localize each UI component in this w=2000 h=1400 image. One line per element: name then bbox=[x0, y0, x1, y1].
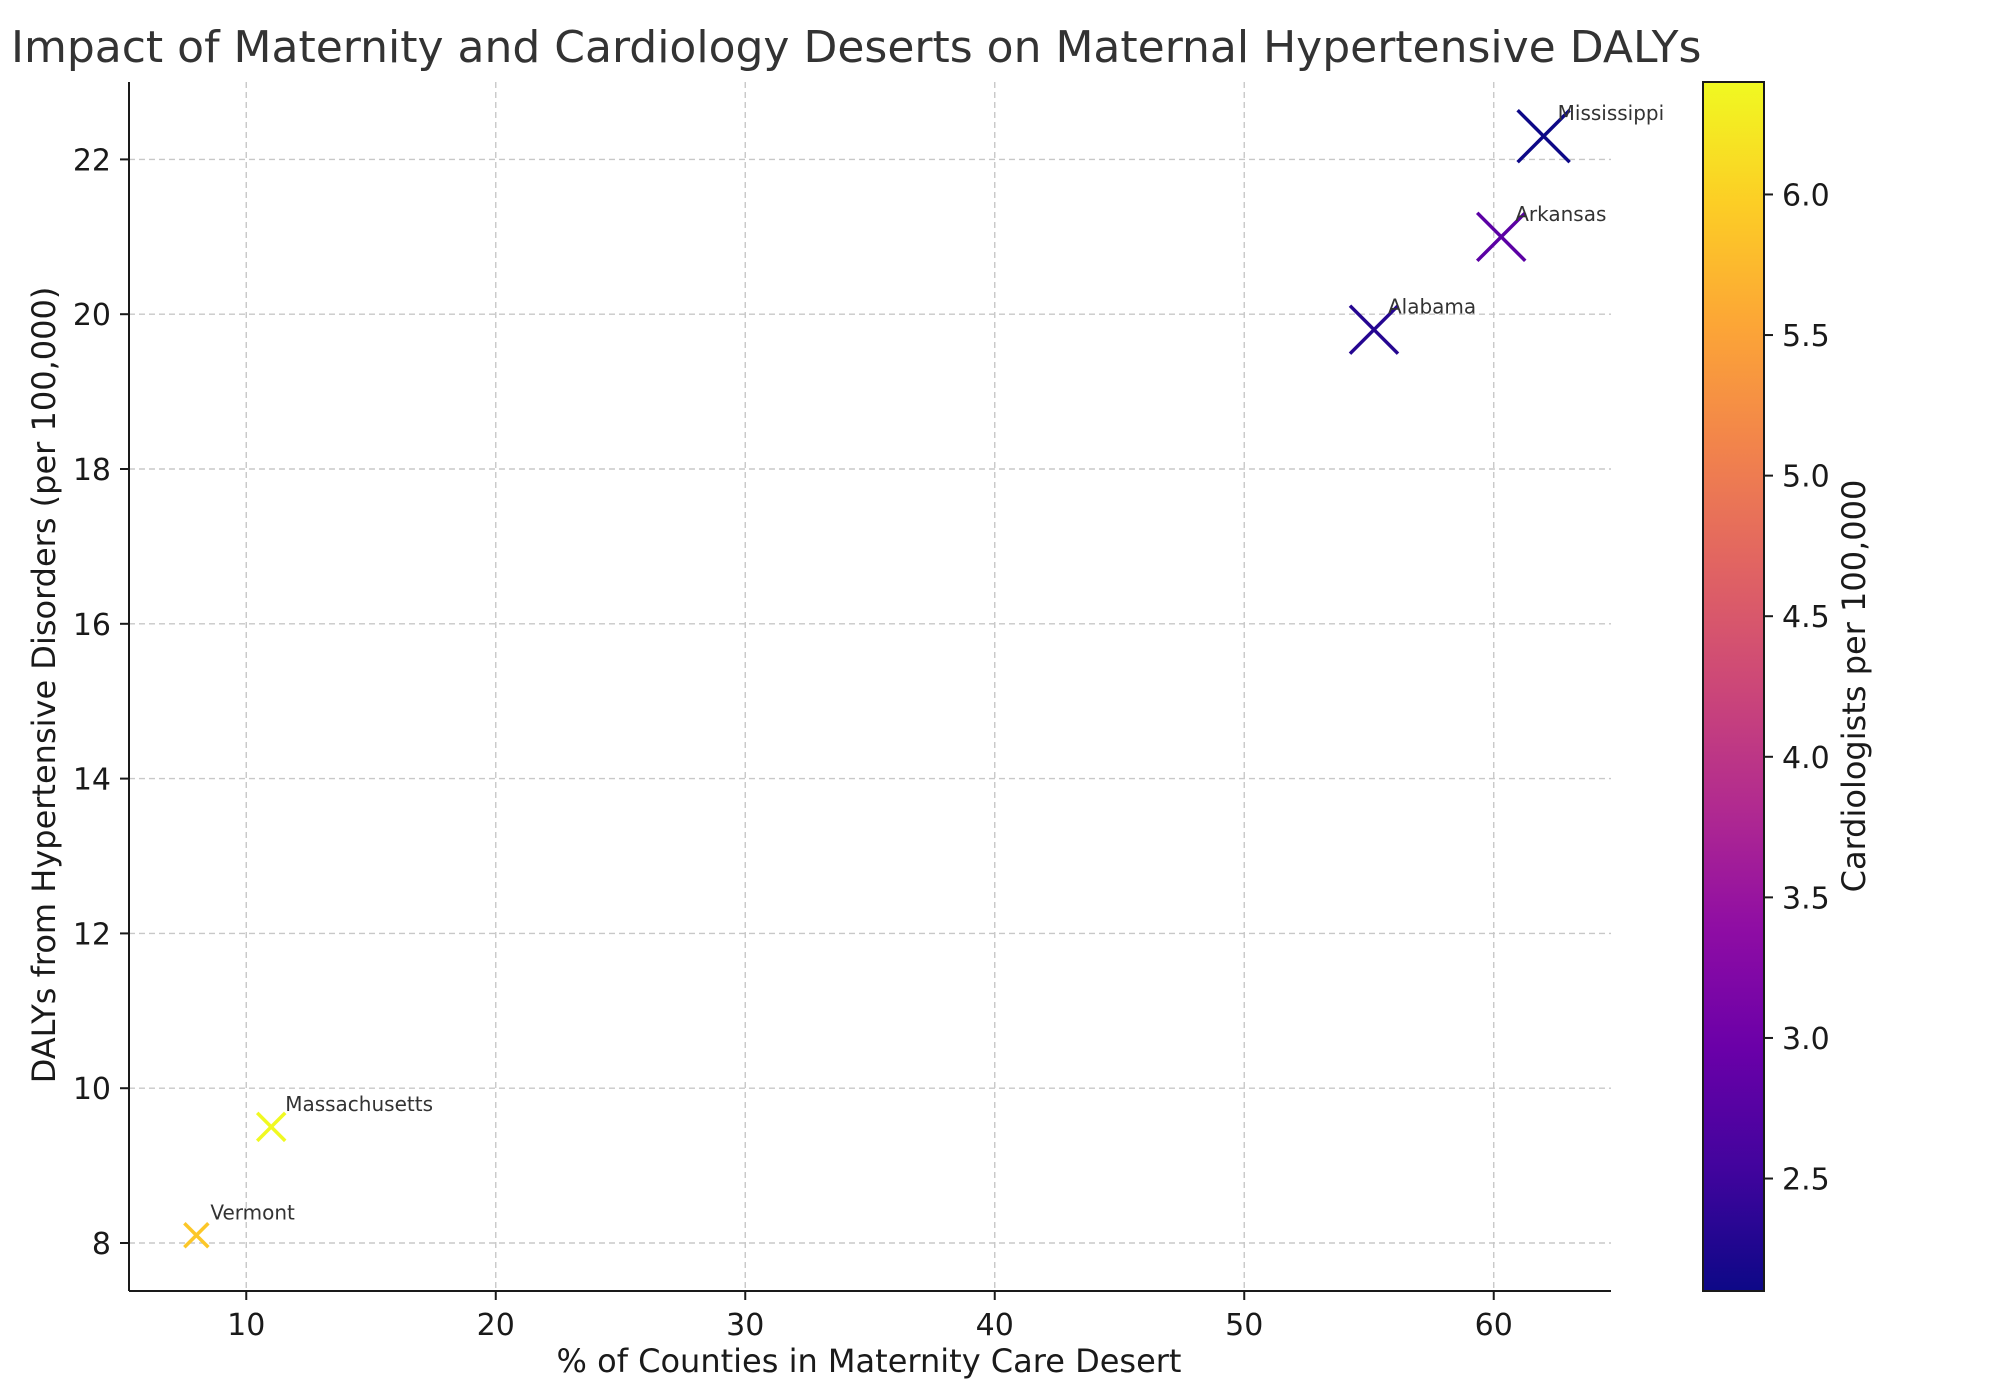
chart-title: Impact of Maternity and Cardiology Deser… bbox=[11, 22, 1701, 73]
data-points bbox=[183, 108, 1571, 1249]
colorbar-tick-label: 3.0 bbox=[1782, 1022, 1830, 1057]
colorbar: 2.5 3.0 3.5 4.0 4.5 5.0 5.5 6.0 Cardiologists p… bbox=[1702, 81, 1873, 1292]
colorbar-tick-label: 5.5 bbox=[1782, 319, 1830, 354]
colorbar-ticks: 2.5 3.0 3.5 4.0 4.5 5.0 5.5 6.0 bbox=[1764, 178, 1830, 1198]
y-tick-label: 12 bbox=[73, 917, 111, 952]
colorbar-tick-label: 6.0 bbox=[1782, 178, 1830, 213]
x-tick-label: 20 bbox=[477, 1308, 515, 1343]
point-label: Arkansas bbox=[1515, 202, 1606, 226]
y-axis-label: DALYs from Hypertensive Disorders (per 1… bbox=[25, 287, 63, 1084]
x-tick-label: 10 bbox=[227, 1308, 265, 1343]
colorbar-tick-label: 3.5 bbox=[1782, 881, 1830, 916]
point-label: Mississippi bbox=[1558, 101, 1665, 125]
point-label: Massachusetts bbox=[285, 1092, 433, 1116]
colorbar-tick-label: 2.5 bbox=[1782, 1163, 1830, 1198]
colorbar-label: Cardiologists per 100,000 bbox=[1835, 480, 1873, 893]
x-tick-label: 60 bbox=[1475, 1308, 1513, 1343]
y-tick-label: 18 bbox=[73, 453, 111, 488]
x-tick-label: 30 bbox=[726, 1308, 764, 1343]
axes: 10 20 30 40 50 60 8 10 12 14 16 18 20 22 bbox=[73, 82, 1611, 1343]
x-tick-label: 50 bbox=[1225, 1308, 1263, 1343]
grid bbox=[129, 82, 1611, 1291]
scatter-point bbox=[1516, 108, 1571, 164]
y-tick-label: 16 bbox=[73, 608, 111, 643]
colorbar-tick-label: 4.0 bbox=[1782, 741, 1830, 776]
scatter-point bbox=[183, 1222, 210, 1249]
colorbar-tick-label: 4.5 bbox=[1782, 600, 1830, 635]
scatter-point bbox=[1475, 211, 1527, 263]
y-tick-label: 14 bbox=[73, 763, 111, 798]
colorbar-gradient bbox=[1702, 81, 1765, 1292]
colorbar-tick-label: 5.0 bbox=[1782, 460, 1830, 495]
x-tick-label: 40 bbox=[976, 1308, 1014, 1343]
point-label: Alabama bbox=[1388, 295, 1476, 319]
y-tick-label: 10 bbox=[73, 1072, 111, 1107]
y-tick-label: 8 bbox=[92, 1227, 111, 1262]
point-labels: Mississippi Arkansas Alabama Massachusetts V… bbox=[210, 101, 1664, 1224]
scatter-point bbox=[1348, 304, 1400, 355]
x-axis-label: % of Counties in Maternity Care Desert bbox=[557, 1342, 1182, 1380]
y-tick-label: 22 bbox=[73, 143, 111, 178]
y-tick-label: 20 bbox=[73, 298, 111, 333]
scatter-point bbox=[255, 1111, 287, 1143]
point-label: Vermont bbox=[210, 1200, 295, 1224]
